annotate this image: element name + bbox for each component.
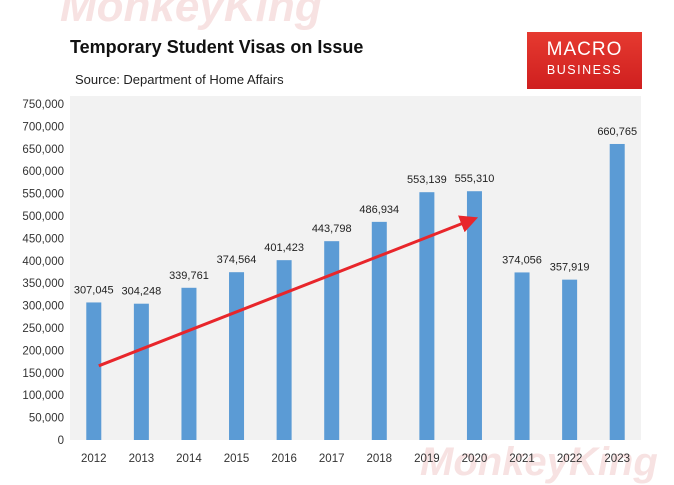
- x-tick-label-2014: 2014: [176, 453, 202, 465]
- bar-2017: [324, 241, 340, 440]
- y-tick-label: 0: [58, 435, 64, 447]
- y-tick-label: 350,000: [22, 278, 64, 290]
- x-tick-label-2013: 2013: [129, 453, 155, 465]
- x-tick-label-2015: 2015: [224, 453, 250, 465]
- logo-line-2: BUSINESS: [546, 63, 623, 77]
- data-label-2019: 553,139: [407, 174, 447, 186]
- y-tick-label: 400,000: [22, 256, 64, 268]
- y-tick-label: 250,000: [22, 323, 64, 335]
- data-label-2021: 374,056: [502, 254, 542, 266]
- bar-2015: [229, 272, 245, 440]
- trend-arrow: [98, 215, 479, 368]
- x-tick-label-2022: 2022: [557, 453, 583, 465]
- bar-2013: [133, 303, 149, 440]
- bar-2021: [514, 272, 530, 440]
- y-tick-label: 550,000: [22, 189, 64, 201]
- y-tick-label: 750,000: [22, 99, 64, 111]
- chart-subtitle: Source: Department of Home Affairs: [75, 72, 284, 87]
- x-tick-label-2012: 2012: [81, 453, 107, 465]
- data-label-2013: 304,248: [121, 286, 161, 298]
- data-label-2017: 443,798: [312, 223, 352, 235]
- x-tick-label-2018: 2018: [366, 453, 392, 465]
- y-tick-label: 500,000: [22, 211, 64, 223]
- data-label-2016: 401,423: [264, 242, 304, 254]
- y-tick-label: 650,000: [22, 144, 64, 156]
- y-tick-label: 450,000: [22, 233, 64, 245]
- y-tick-label: 100,000: [22, 390, 64, 402]
- x-tick-label-2020: 2020: [462, 453, 488, 465]
- bar-2018: [371, 221, 387, 440]
- data-label-2022: 357,919: [550, 262, 590, 274]
- y-tick-label: 700,000: [22, 121, 64, 133]
- y-tick-label: 150,000: [22, 368, 64, 380]
- chart-title: Temporary Student Visas on Issue: [70, 37, 364, 57]
- data-label-2020: 555,310: [455, 173, 495, 185]
- logo-line-1: MACRO: [546, 39, 623, 60]
- data-label-2023: 660,765: [597, 126, 637, 138]
- macro-business-logo: MACRO BUSINESS: [527, 32, 642, 89]
- data-label-2014: 339,761: [169, 270, 209, 282]
- bar-2012: [86, 302, 102, 440]
- plot-area: [70, 96, 641, 440]
- x-tick-label-2016: 2016: [271, 453, 297, 465]
- x-tick-label-2021: 2021: [509, 453, 535, 465]
- x-tick-label-2019: 2019: [414, 453, 440, 465]
- data-label-2015: 374,564: [217, 254, 257, 266]
- data-label-2018: 486,934: [359, 204, 399, 216]
- bar-2014: [181, 287, 197, 440]
- x-tick-label-2023: 2023: [604, 453, 630, 465]
- x-tick-label-2017: 2017: [319, 453, 345, 465]
- bar-2022: [562, 279, 578, 440]
- bar-2023: [609, 143, 625, 440]
- bar-2020: [466, 191, 482, 440]
- bar-2019: [419, 192, 435, 440]
- data-label-2012: 307,045: [74, 284, 114, 296]
- y-tick-label: 200,000: [22, 345, 64, 357]
- y-tick-label: 50,000: [29, 413, 64, 425]
- y-tick-label: 600,000: [22, 166, 64, 178]
- y-tick-label: 300,000: [22, 301, 64, 313]
- bar-2016: [276, 260, 292, 440]
